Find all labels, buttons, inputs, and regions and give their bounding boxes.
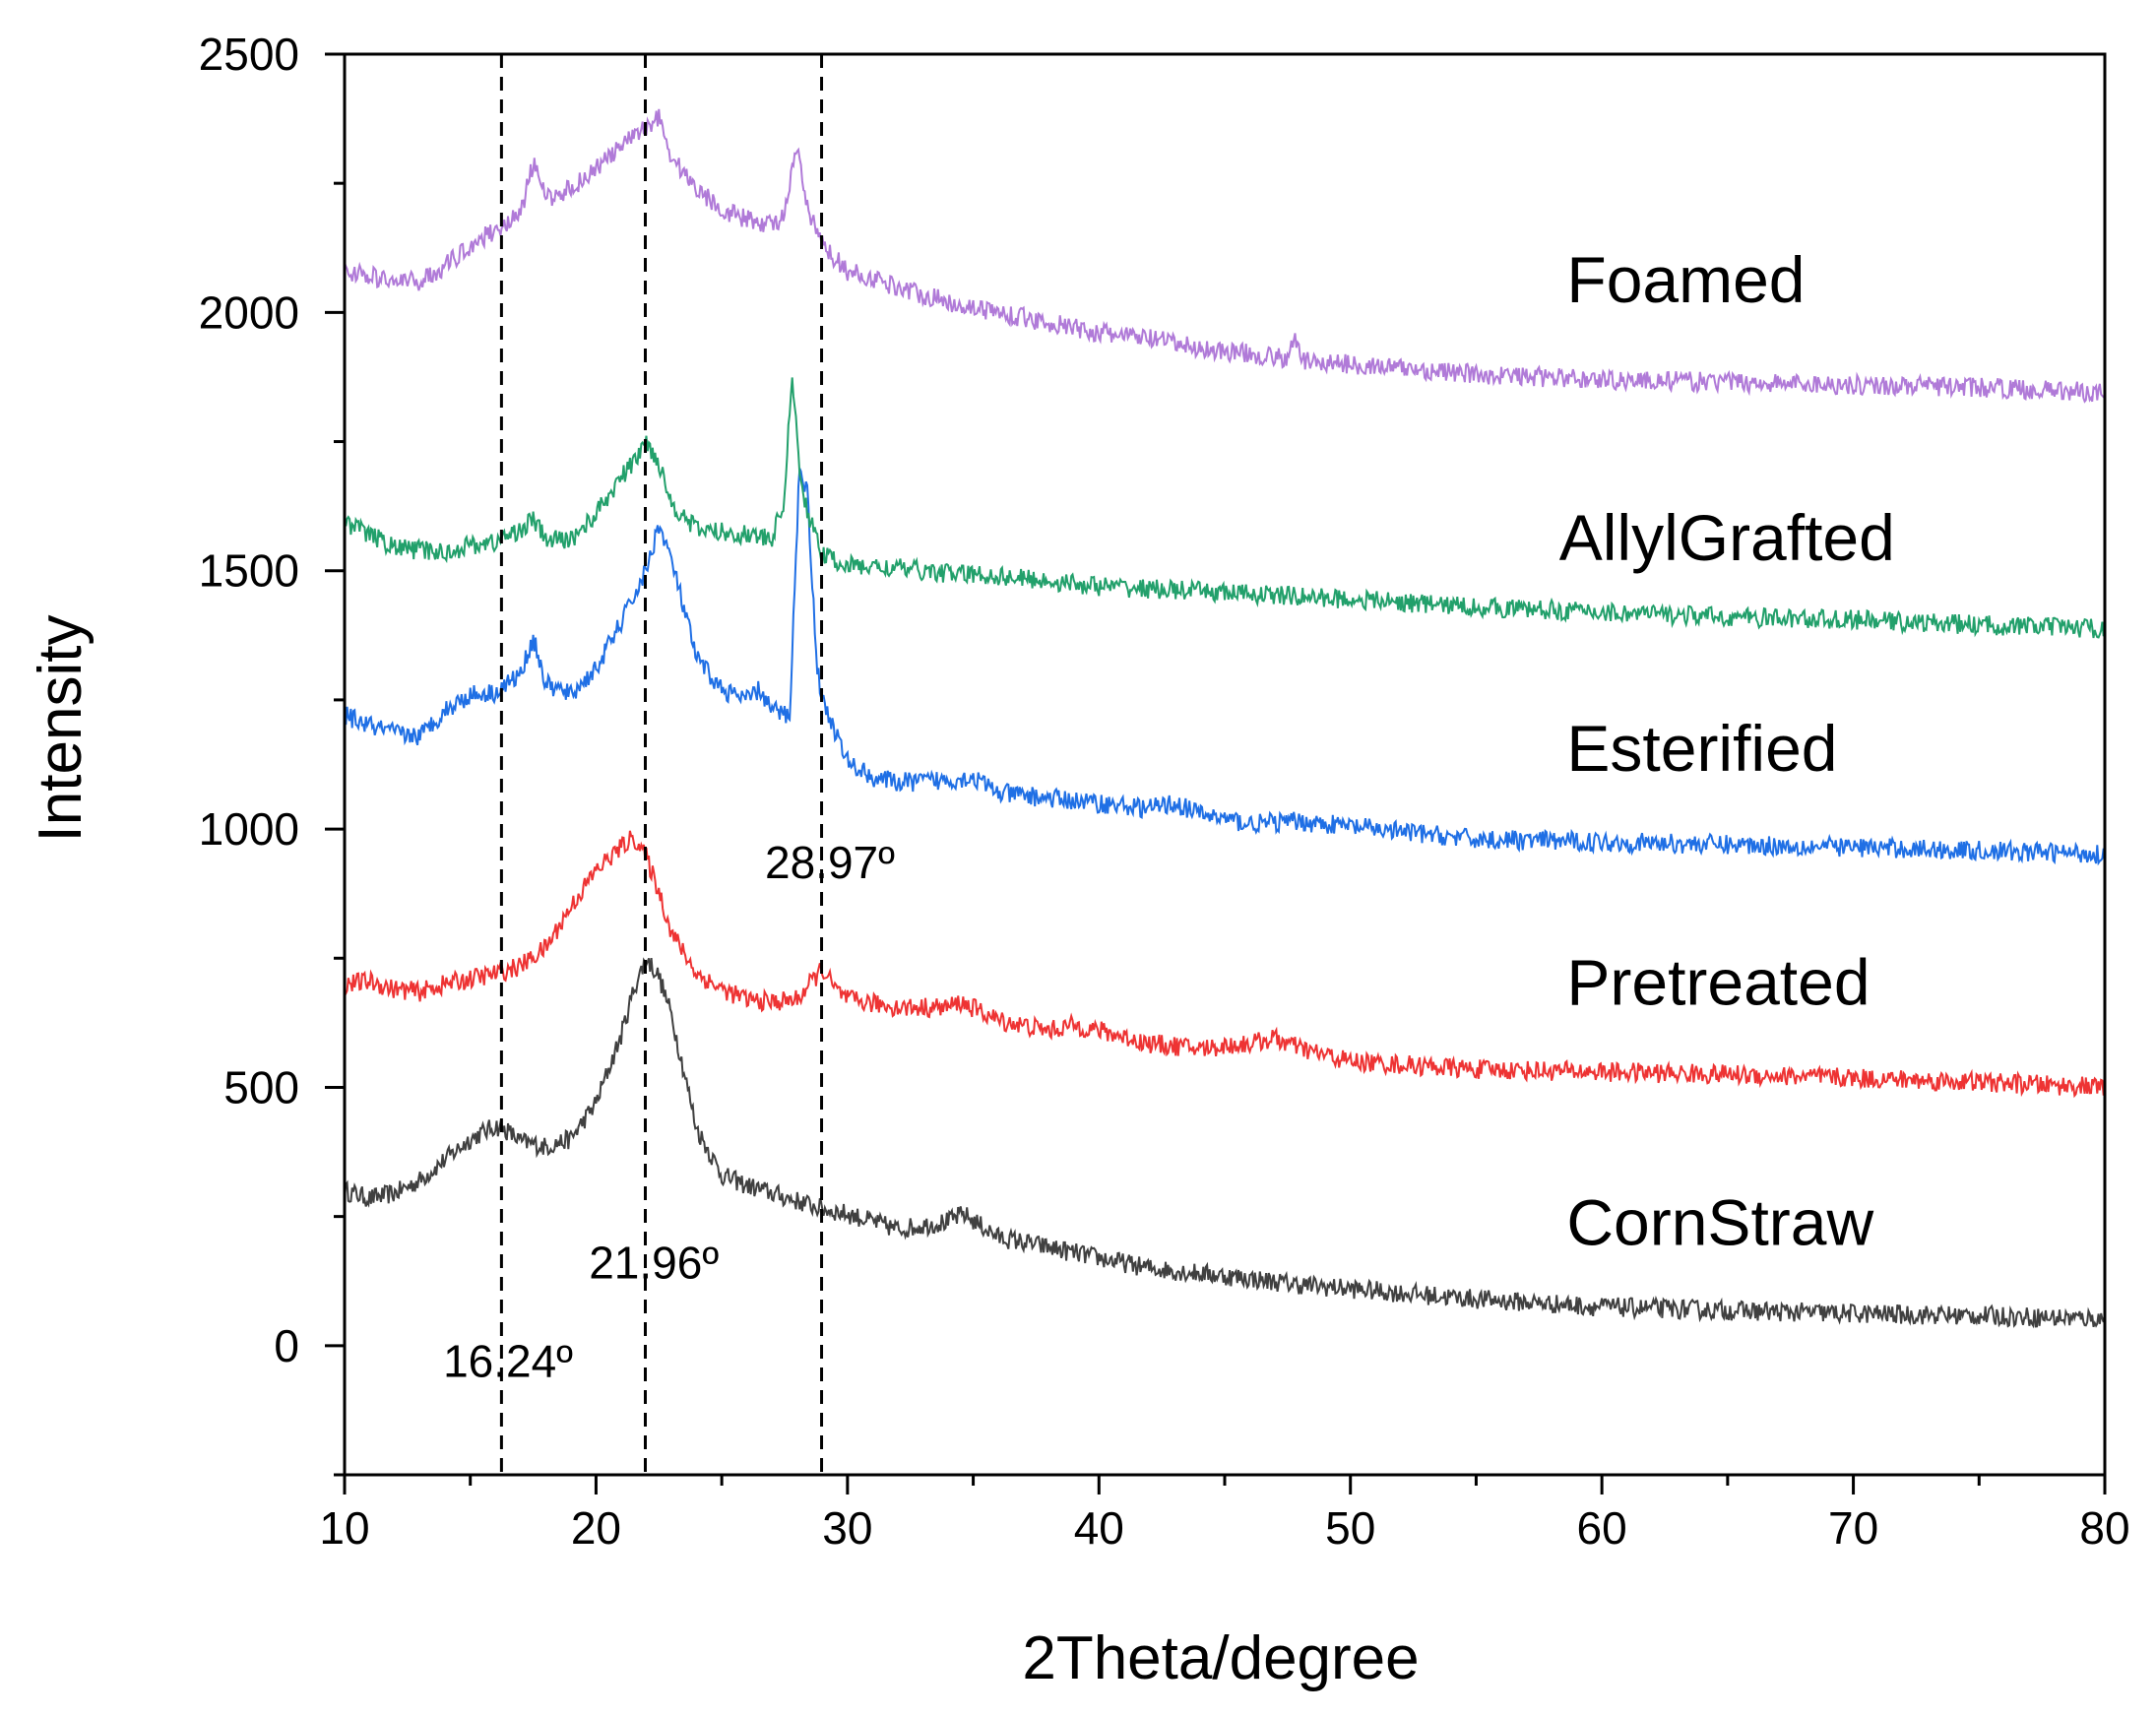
x-tick-label-20: 20 — [571, 1502, 621, 1554]
series-label-esterified: Esterified — [1566, 712, 1837, 785]
x-tick-label-50: 50 — [1325, 1502, 1375, 1554]
y-tick-label-2000: 2000 — [199, 286, 299, 338]
y-axis-title: Intensity — [27, 615, 95, 843]
y-tick-label-1500: 1500 — [199, 545, 299, 597]
y-tick-label-500: 500 — [223, 1061, 299, 1113]
x-tick-label-60: 60 — [1577, 1502, 1627, 1554]
series-label-foamed: Foamed — [1566, 243, 1805, 316]
peak-label-1: 21.96º — [589, 1238, 719, 1289]
series-label-cornstraw: CornStraw — [1566, 1185, 1873, 1258]
series-line-esterified — [344, 468, 2106, 866]
x-tick-label-80: 80 — [2079, 1502, 2129, 1554]
series-label-pretreated: Pretreated — [1566, 945, 1870, 1018]
y-tick-label-2500: 2500 — [199, 29, 299, 80]
y-tick-label-1000: 1000 — [199, 803, 299, 855]
x-tick-label-10: 10 — [319, 1502, 369, 1554]
axes: 10 20 30 40 50 60 70 80 0 500 1000 1500 2000 2500 — [199, 29, 2130, 1554]
peak-label-2: 28.97º — [765, 837, 895, 888]
reference-lines — [499, 54, 824, 1475]
y-tick-label-0: 0 — [274, 1320, 299, 1371]
series-line-cornstraw — [344, 957, 2106, 1329]
series-line-allylgrafted — [344, 377, 2106, 639]
x-axis-title: 2Theta/degree — [1022, 1624, 1419, 1692]
peak-label-0: 16.24º — [443, 1335, 573, 1386]
series-line-pretreated — [344, 830, 2106, 1099]
series-line-foamed — [344, 108, 2106, 404]
series-label-allylgrafted: AllylGrafted — [1559, 501, 1895, 574]
x-tick-label-40: 40 — [1074, 1502, 1124, 1554]
x-tick-label-70: 70 — [1828, 1502, 1878, 1554]
x-tick-label-30: 30 — [822, 1502, 872, 1554]
series-layer — [344, 108, 2106, 1329]
labels: CornStraw Pretreated Esterified AllylGrafte… — [443, 243, 1895, 1386]
